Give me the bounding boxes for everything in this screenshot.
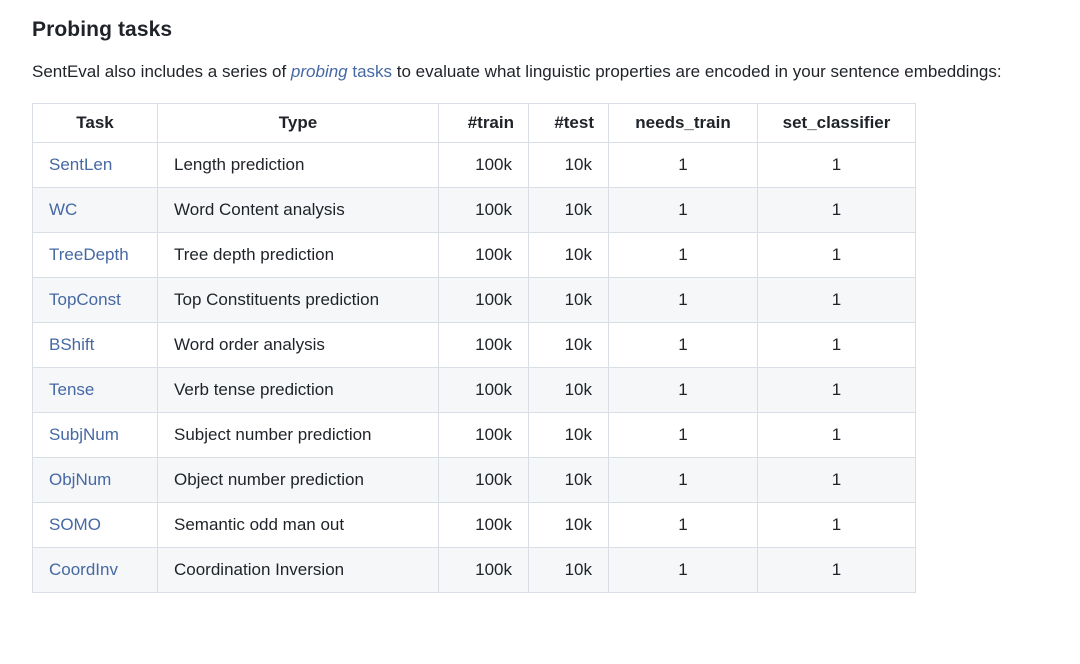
needs-train-cell: 1 <box>608 142 758 188</box>
probing-link-italic-part: probing <box>290 62 348 81</box>
col-header-set-classifier: set_classifier <box>757 103 916 143</box>
set-classifier-cell: 1 <box>757 187 916 233</box>
task-link-treedepth[interactable]: TreeDepth <box>49 245 129 264</box>
table-row: CoordInv Coordination Inversion 100k 10k… <box>32 547 916 593</box>
section-heading: Probing tasks <box>32 18 173 41</box>
set-classifier-cell: 1 <box>757 412 916 458</box>
table-row: Tense Verb tense prediction 100k 10k 1 1 <box>32 367 916 413</box>
task-link-objnum[interactable]: ObjNum <box>49 470 112 489</box>
task-link-coordinv[interactable]: CoordInv <box>49 560 118 579</box>
set-classifier-cell: 1 <box>757 457 916 503</box>
probing-link-regular-part: tasks <box>347 62 393 81</box>
set-classifier-cell: 1 <box>757 367 916 413</box>
probing-tasks-link[interactable]: probing tasks <box>291 62 392 81</box>
type-cell: Length prediction <box>157 142 439 188</box>
table-row: SubjNum Subject number prediction 100k 1… <box>32 412 916 458</box>
readme-section: Probing tasks SentEval also includes a s… <box>32 18 1048 593</box>
test-cell: 10k <box>528 232 609 278</box>
table-row: WC Word Content analysis 100k 10k 1 1 <box>32 187 916 233</box>
type-cell: Semantic odd man out <box>157 502 439 548</box>
table-row: TreeDepth Tree depth prediction 100k 10k… <box>32 232 916 278</box>
set-classifier-cell: 1 <box>757 277 916 323</box>
type-cell: Verb tense prediction <box>157 367 439 413</box>
train-cell: 100k <box>438 547 529 593</box>
train-cell: 100k <box>438 412 529 458</box>
set-classifier-cell: 1 <box>757 322 916 368</box>
test-cell: 10k <box>528 412 609 458</box>
task-link-tense[interactable]: Tense <box>49 380 95 399</box>
type-cell: Word order analysis <box>157 322 439 368</box>
train-cell: 100k <box>438 502 529 548</box>
probing-tasks-table: Task Type #train #test needs_train set_c… <box>32 103 916 593</box>
needs-train-cell: 1 <box>608 277 758 323</box>
needs-train-cell: 1 <box>608 457 758 503</box>
train-cell: 100k <box>438 367 529 413</box>
type-cell: Top Constituents prediction <box>157 277 439 323</box>
table-row: SentLen Length prediction 100k 10k 1 1 <box>32 142 916 188</box>
test-cell: 10k <box>528 502 609 548</box>
type-cell: Object number prediction <box>157 457 439 503</box>
needs-train-cell: 1 <box>608 232 758 278</box>
test-cell: 10k <box>528 367 609 413</box>
type-cell: Word Content analysis <box>157 187 439 233</box>
needs-train-cell: 1 <box>608 547 758 593</box>
col-header-task: Task <box>32 103 158 143</box>
table-row: TopConst Top Constituents prediction 100… <box>32 277 916 323</box>
test-cell: 10k <box>528 457 609 503</box>
set-classifier-cell: 1 <box>757 502 916 548</box>
intro-text-before: SentEval also includes a series of <box>32 62 291 81</box>
intro-text-after: to evaluate what linguistic properties a… <box>392 62 1002 81</box>
task-link-topconst[interactable]: TopConst <box>49 290 121 309</box>
train-cell: 100k <box>438 187 529 233</box>
set-classifier-cell: 1 <box>757 232 916 278</box>
train-cell: 100k <box>438 142 529 188</box>
col-header-type: Type <box>157 103 439 143</box>
test-cell: 10k <box>528 187 609 233</box>
task-link-sentlen[interactable]: SentLen <box>49 155 113 174</box>
needs-train-cell: 1 <box>608 412 758 458</box>
train-cell: 100k <box>438 457 529 503</box>
test-cell: 10k <box>528 547 609 593</box>
needs-train-cell: 1 <box>608 367 758 413</box>
set-classifier-cell: 1 <box>757 547 916 593</box>
train-cell: 100k <box>438 322 529 368</box>
col-header-train: #train <box>438 103 529 143</box>
train-cell: 100k <box>438 277 529 323</box>
intro-paragraph: SentEval also includes a series of probi… <box>32 56 1048 88</box>
test-cell: 10k <box>528 277 609 323</box>
needs-train-cell: 1 <box>608 187 758 233</box>
type-cell: Tree depth prediction <box>157 232 439 278</box>
table-row: BShift Word order analysis 100k 10k 1 1 <box>32 322 916 368</box>
test-cell: 10k <box>528 322 609 368</box>
table-row: SOMO Semantic odd man out 100k 10k 1 1 <box>32 502 916 548</box>
needs-train-cell: 1 <box>608 322 758 368</box>
task-link-somo[interactable]: SOMO <box>49 515 101 534</box>
test-cell: 10k <box>528 142 609 188</box>
table-row: ObjNum Object number prediction 100k 10k… <box>32 457 916 503</box>
type-cell: Subject number prediction <box>157 412 439 458</box>
type-cell: Coordination Inversion <box>157 547 439 593</box>
train-cell: 100k <box>438 232 529 278</box>
task-link-bshift[interactable]: BShift <box>49 335 95 354</box>
needs-train-cell: 1 <box>608 502 758 548</box>
set-classifier-cell: 1 <box>757 142 916 188</box>
task-link-wc[interactable]: WC <box>49 200 78 219</box>
task-link-subjnum[interactable]: SubjNum <box>49 425 119 444</box>
col-header-test: #test <box>528 103 609 143</box>
table-header-row: Task Type #train #test needs_train set_c… <box>32 103 916 143</box>
col-header-needs-train: needs_train <box>608 103 758 143</box>
